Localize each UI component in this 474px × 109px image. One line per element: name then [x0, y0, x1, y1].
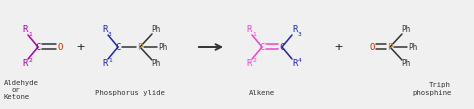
Text: Aldehyde: Aldehyde [4, 80, 39, 86]
Text: Ph: Ph [151, 26, 161, 35]
Text: O: O [369, 43, 374, 51]
Text: R: R [22, 26, 27, 35]
Text: R: R [102, 60, 108, 68]
Text: 2: 2 [252, 58, 256, 62]
Text: R: R [292, 26, 298, 35]
Text: 1: 1 [108, 58, 112, 62]
Text: R: R [246, 60, 252, 68]
Text: P: P [137, 43, 143, 51]
Text: C: C [279, 43, 285, 51]
Text: R: R [102, 26, 108, 35]
Text: Ph: Ph [401, 26, 410, 35]
Text: 1: 1 [28, 32, 32, 37]
Text: 4: 4 [298, 58, 302, 62]
Text: 3: 3 [298, 32, 302, 37]
Text: Ph: Ph [158, 43, 168, 51]
Text: phosphine: phosphine [412, 90, 452, 96]
Text: P: P [387, 43, 392, 51]
Text: C: C [259, 43, 264, 51]
Text: Triph: Triph [429, 82, 451, 88]
Text: Ketone: Ketone [4, 94, 30, 100]
Text: +: + [334, 41, 342, 54]
Text: Phosphorus ylide: Phosphorus ylide [95, 90, 165, 96]
Text: O: O [57, 43, 63, 51]
Text: Ph: Ph [151, 60, 161, 68]
Text: R: R [292, 60, 298, 68]
Text: Ph: Ph [409, 43, 418, 51]
Text: 1: 1 [252, 32, 256, 37]
Text: C: C [115, 43, 121, 51]
Text: Ph: Ph [401, 60, 410, 68]
Text: 2: 2 [28, 58, 32, 62]
Text: Alkene: Alkene [249, 90, 275, 96]
Text: +: + [76, 41, 84, 54]
Text: R: R [22, 60, 27, 68]
Text: C: C [35, 43, 41, 51]
Text: or: or [12, 87, 21, 93]
Text: 3: 3 [108, 32, 112, 37]
Text: R: R [246, 26, 252, 35]
